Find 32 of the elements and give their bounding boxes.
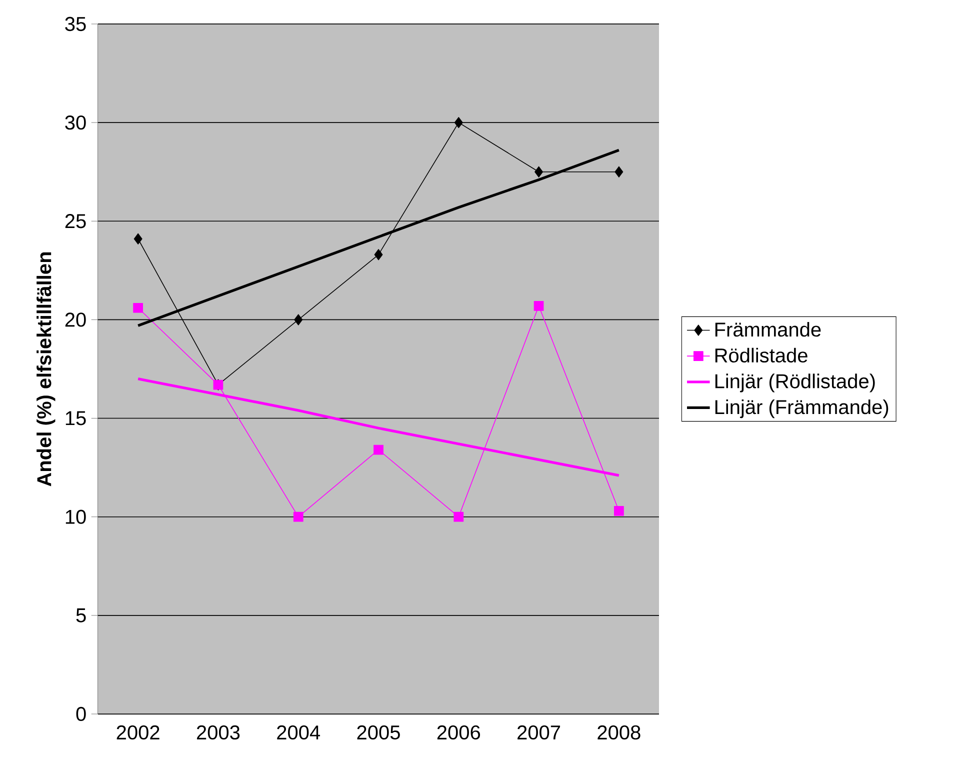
point bbox=[374, 249, 383, 260]
y-tick-label: 15 bbox=[66, 411, 86, 426]
x-tick-label: 2004 bbox=[277, 725, 320, 740]
y-tick-label: 10 bbox=[66, 510, 86, 524]
point bbox=[534, 300, 544, 311]
x-tick-label: 2002 bbox=[116, 725, 160, 740]
y-tick-label: 20 bbox=[65, 312, 86, 327]
y-tick-label: 5 bbox=[76, 608, 86, 622]
x-tick-label: 2008 bbox=[598, 725, 640, 740]
legend-label: Linjär (Rödlistade) bbox=[715, 374, 875, 392]
point bbox=[454, 512, 464, 522]
y-tick-label: 30 bbox=[65, 115, 86, 130]
point bbox=[134, 233, 142, 244]
point bbox=[614, 506, 624, 516]
point bbox=[534, 166, 544, 178]
point bbox=[294, 314, 303, 326]
point bbox=[454, 116, 463, 128]
y-axis-title: Andel (%) elfsiektillfällen bbox=[36, 252, 56, 486]
x-tick-label: 2005 bbox=[357, 725, 400, 740]
x-tick-label: 2003 bbox=[196, 725, 240, 740]
point bbox=[614, 166, 624, 178]
x-tick-label: 2006 bbox=[437, 725, 480, 740]
point bbox=[293, 512, 304, 522]
y-tick-label: 25 bbox=[65, 214, 86, 228]
legend-label: Främmande bbox=[715, 322, 821, 337]
legend-label: Linjär (Främmande) bbox=[715, 399, 888, 418]
point bbox=[374, 444, 384, 455]
y-tick-label: 0 bbox=[76, 706, 86, 722]
legend-label: Rödlistade bbox=[715, 348, 808, 363]
y-tick-label: 35 bbox=[65, 16, 86, 32]
x-tick-label: 2007 bbox=[518, 725, 560, 740]
point bbox=[133, 302, 144, 313]
